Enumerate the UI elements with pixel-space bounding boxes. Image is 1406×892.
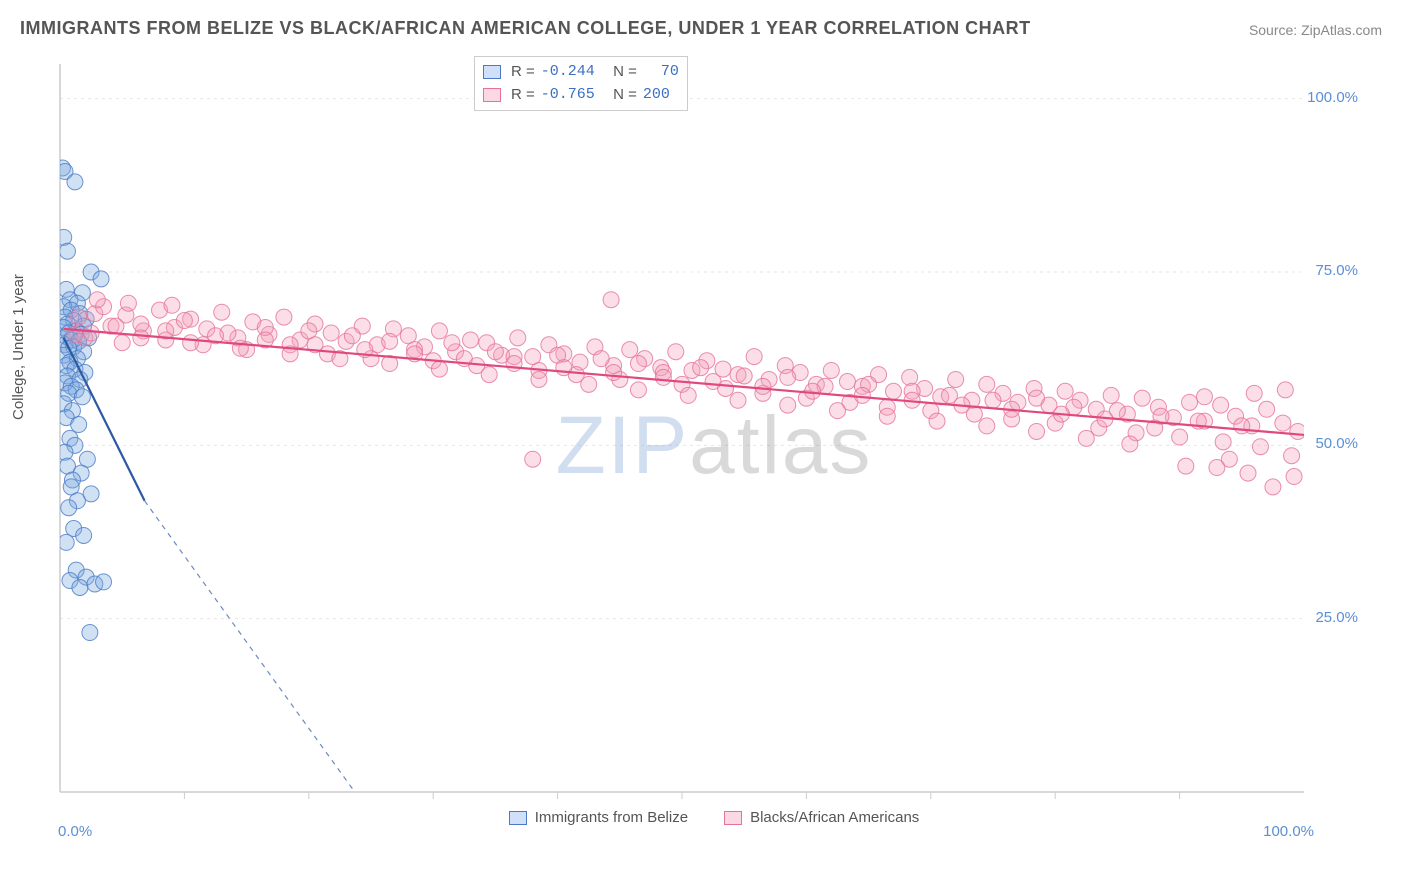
legend-label: Blacks/African Americans (750, 809, 919, 826)
stat-r-value: -0.765 (541, 84, 595, 107)
stat-r-label: R = (511, 84, 535, 107)
y-axis-label: College, Under 1 year (10, 274, 27, 420)
stat-n-value: 70 (643, 61, 679, 84)
y-tick-label: 50.0% (1315, 435, 1358, 452)
legend-swatch-blue (509, 811, 527, 825)
stat-n-label: N = (605, 61, 637, 84)
y-tick-label: 25.0% (1315, 609, 1358, 626)
scatter-plot (54, 56, 1374, 836)
legend-stats: R = -0.244 N = 70 R = -0.765 N = 200 (474, 56, 688, 111)
y-tick-label: 100.0% (1307, 89, 1358, 106)
legend-swatch-blue (483, 65, 501, 79)
source-label: Source: ZipAtlas.com (1249, 22, 1382, 38)
legend-swatch-pink (724, 811, 742, 825)
legend-swatch-pink (483, 88, 501, 102)
chart-title: IMMIGRANTS FROM BELIZE VS BLACK/AFRICAN … (20, 18, 1031, 39)
legend-label: Immigrants from Belize (535, 809, 688, 826)
legend-series: Immigrants from Belize Blacks/African Am… (54, 809, 1374, 826)
legend-item: Blacks/African Americans (724, 809, 919, 826)
y-tick-label: 75.0% (1315, 262, 1358, 279)
legend-item: Immigrants from Belize (509, 809, 688, 826)
stat-r-value: -0.244 (541, 61, 595, 84)
stat-n-label: N = (605, 84, 637, 107)
legend-stats-row: R = -0.244 N = 70 (483, 61, 679, 84)
stat-r-label: R = (511, 61, 535, 84)
chart-area: ZIPatlas R = -0.244 N = 70 R = -0.765 N … (54, 56, 1374, 836)
legend-stats-row: R = -0.765 N = 200 (483, 84, 679, 107)
stat-n-value: 200 (643, 84, 670, 107)
